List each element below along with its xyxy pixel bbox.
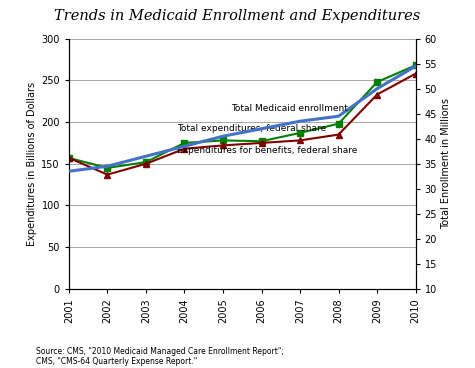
Text: Expenditures for benefits, federal share: Expenditures for benefits, federal share xyxy=(177,146,357,155)
Y-axis label: Expenditures in Billions of Dollars: Expenditures in Billions of Dollars xyxy=(27,82,37,246)
Y-axis label: Total Enrollment in Millions: Total Enrollment in Millions xyxy=(441,98,451,229)
Text: Trends in Medicaid Enrollment and Expenditures: Trends in Medicaid Enrollment and Expend… xyxy=(54,9,421,23)
Text: Total expenditures, federal share: Total expenditures, federal share xyxy=(177,124,326,133)
Text: Source: CMS, "2010 Medicaid Managed Care Enrollment Report";
CMS, "CMS-64 Quarte: Source: CMS, "2010 Medicaid Managed Care… xyxy=(36,347,284,366)
Text: Total Medicaid enrollment: Total Medicaid enrollment xyxy=(231,104,348,113)
